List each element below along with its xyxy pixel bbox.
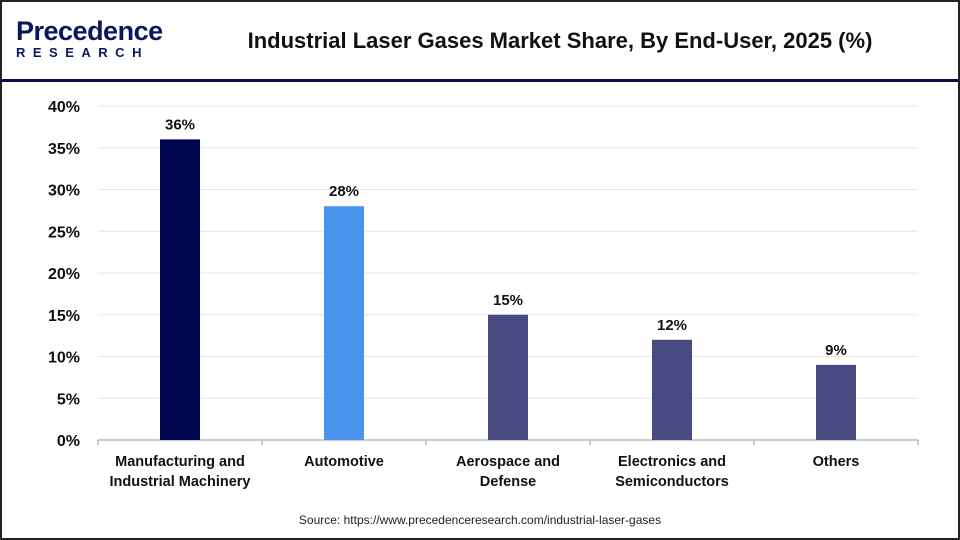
- y-tick-label: 35%: [48, 141, 80, 158]
- x-tick-label: Defense: [480, 474, 536, 490]
- bar: [324, 206, 364, 440]
- y-tick-label: 25%: [48, 224, 80, 241]
- x-tick-label: Aerospace and: [456, 454, 560, 470]
- bar: [488, 314, 528, 440]
- y-tick-label: 5%: [57, 391, 80, 408]
- bar: [160, 139, 200, 440]
- logo-bottom: RESEARCH: [16, 45, 149, 60]
- logo: Precedence RESEARCH: [16, 18, 163, 61]
- y-tick-label: 10%: [48, 350, 80, 367]
- bar: [816, 364, 856, 440]
- x-tick-label: Manufacturing and: [115, 454, 245, 470]
- data-label: 15%: [493, 292, 523, 309]
- y-tick-label: 0%: [57, 433, 80, 450]
- y-tick-label: 15%: [48, 308, 80, 325]
- x-tick-label: Electronics and: [618, 454, 726, 470]
- x-tick-label: Semiconductors: [615, 474, 729, 490]
- chart-title: Industrial Laser Gases Market Share, By …: [247, 28, 873, 53]
- x-tick-label: Others: [813, 454, 860, 470]
- data-label: 28%: [329, 183, 359, 200]
- logo-top: Precedence: [16, 16, 163, 46]
- y-tick-label: 30%: [48, 183, 80, 200]
- header-divider: [0, 79, 958, 82]
- x-tick-label: Automotive: [304, 454, 384, 470]
- data-label: 9%: [825, 342, 847, 359]
- y-tick-label: 40%: [48, 99, 80, 116]
- x-tick-label: Industrial Machinery: [109, 474, 250, 490]
- source-text: Source: https://www.precedenceresearch.c…: [298, 513, 662, 527]
- data-label: 36%: [165, 116, 195, 133]
- data-label: 12%: [657, 317, 687, 334]
- bar: [652, 339, 692, 440]
- y-tick-label: 20%: [48, 266, 80, 283]
